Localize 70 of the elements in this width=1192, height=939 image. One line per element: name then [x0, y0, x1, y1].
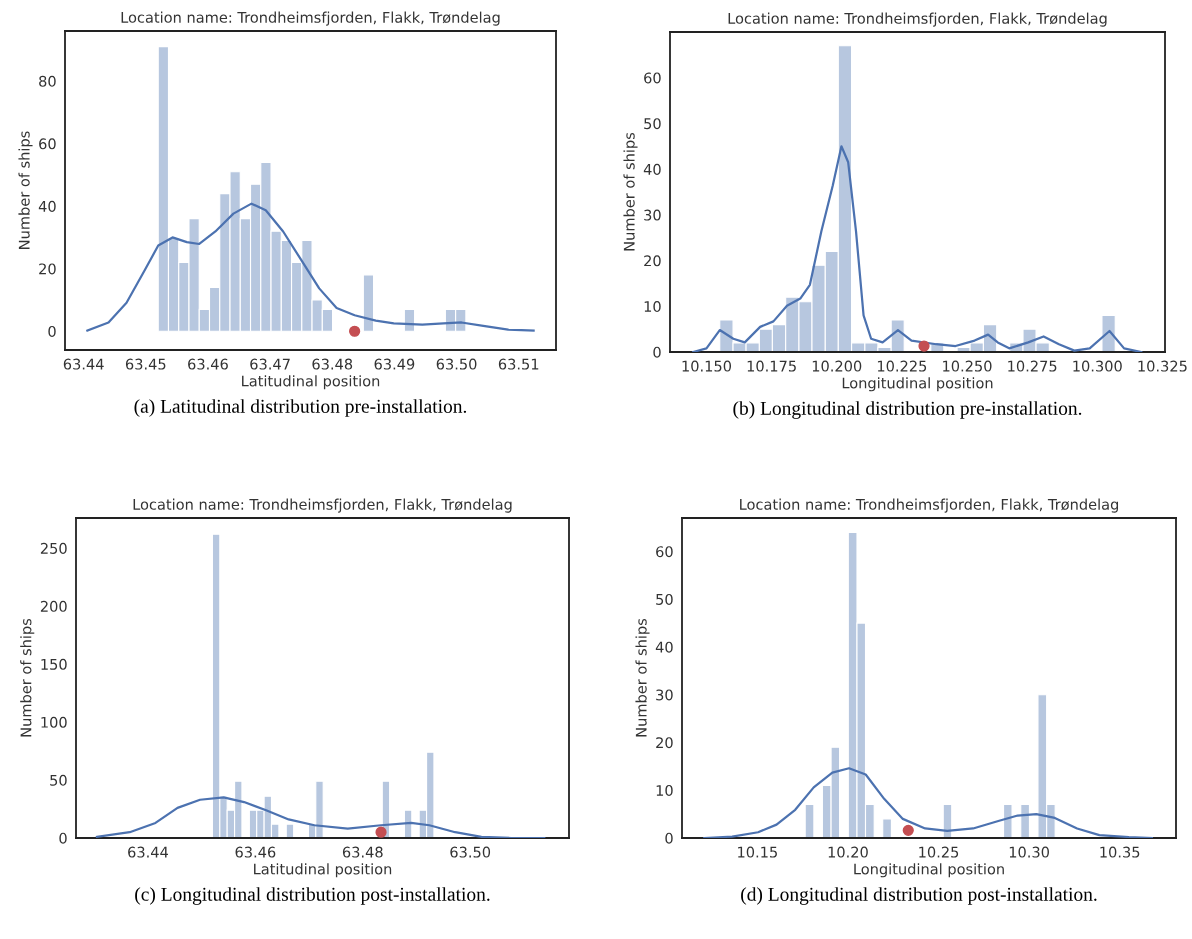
y-axis-title: Number of ships: [18, 131, 33, 249]
y-tick-label: 0: [653, 346, 661, 358]
y-tick-label: 20: [644, 255, 661, 267]
x-tick-label: 10.225: [877, 360, 927, 372]
y-tick-label: 200: [40, 600, 67, 612]
x-tick-label: 10.275: [1008, 360, 1057, 372]
x-tick-label: 63.50: [450, 846, 491, 858]
x-tick-label: 63.46: [235, 846, 276, 858]
y-tick-label: 60: [39, 138, 56, 150]
y-tick-label: 0: [48, 325, 56, 337]
x-tick-label: 63.44: [63, 358, 104, 370]
x-tick-label: 63.44: [128, 846, 169, 858]
y-tick-label: 60: [644, 72, 661, 84]
x-axis-title: Latitudinal position: [242, 375, 380, 390]
y-tick-label: 20: [39, 263, 56, 275]
x-tick-label: 10.325: [1138, 360, 1187, 372]
x-tick-label: 63.46: [188, 358, 228, 370]
y-axis-title: Number of ships: [635, 618, 650, 737]
y-tick-label: 10: [656, 784, 673, 796]
y-tick-label: 30: [656, 689, 673, 701]
y-tick-label: 40: [38, 200, 56, 212]
x-tick-label: 63.50: [436, 358, 477, 370]
y-tick-label: 50: [656, 593, 673, 605]
y-tick-label: 100: [41, 716, 67, 728]
x-tick-label: 63.48: [312, 358, 353, 370]
x-tick-label: 10.15: [738, 846, 777, 858]
y-tick-label: 10: [644, 301, 661, 313]
y-tick-label: 0: [59, 832, 67, 844]
y-tick-label: 50: [50, 774, 67, 786]
y-axis-title: Number of ships: [20, 618, 35, 737]
line-series: [95, 796, 546, 838]
x-axis-title: Longitudinal position: [842, 377, 993, 392]
y-axis-title: Number of ships: [623, 132, 638, 251]
x-tick-label: 10.250: [943, 360, 992, 372]
y-tick-label: 60: [656, 546, 673, 558]
y-tick-label: 0: [665, 832, 673, 844]
y-tick-label: 50: [644, 118, 661, 130]
x-tick-label: 63.51: [498, 358, 539, 370]
x-tick-label: 63.49: [374, 358, 415, 370]
x-tick-label: 10.20: [828, 846, 868, 858]
x-tick-label: 63.47: [250, 358, 290, 370]
x-tick-label: 10.35: [1100, 846, 1140, 858]
y-tick-label: 40: [643, 163, 661, 175]
y-tick-label: 20: [656, 737, 673, 749]
x-tick-label: 10.300: [1073, 360, 1122, 372]
x-tick-label: 10.175: [747, 360, 796, 372]
chart-title: Location name: Trondheimsfjorden, Flakk, Trøndelag: [121, 11, 500, 26]
x-tick-label: 10.25: [919, 846, 959, 858]
line-series: [692, 145, 1143, 352]
line-series: [86, 202, 535, 332]
chart-title: Location name: Trondheimsfjorden, Flakk, Trøndelag: [728, 12, 1107, 27]
text: (c) Longitudinal distribution post-installation.: [135, 887, 490, 905]
y-tick-label: 80: [39, 75, 56, 87]
x-axis-title: Latitudinal position: [254, 863, 392, 878]
text: (d) Longitudinal distribution post-installation.: [741, 887, 1097, 905]
x-axis-title: Longitudinal position: [854, 863, 1004, 878]
y-tick-label: 250: [40, 542, 67, 554]
y-tick-label: 40: [655, 641, 673, 653]
x-tick-label: 10.150: [682, 360, 732, 372]
x-tick-label: 10.200: [812, 360, 862, 372]
x-tick-label: 63.45: [125, 358, 166, 370]
chart-title: Location name: Trondheimsfjorden, Flakk, Trøndelag: [133, 498, 512, 513]
x-tick-label: 63.48: [342, 846, 383, 858]
x-tick-label: 10.30: [1009, 846, 1049, 858]
chart-title: Location name: Trondheimsfjorden, Flakk, Trøndelag: [740, 498, 1119, 513]
text: (a) Latitudinal distribution pre-installation.: [134, 399, 467, 417]
y-tick-label: 150: [41, 658, 67, 670]
line-series: [703, 767, 1154, 838]
y-tick-label: 30: [644, 209, 661, 221]
text: (b) Longitudinal distribution pre-installation.: [733, 401, 1082, 419]
